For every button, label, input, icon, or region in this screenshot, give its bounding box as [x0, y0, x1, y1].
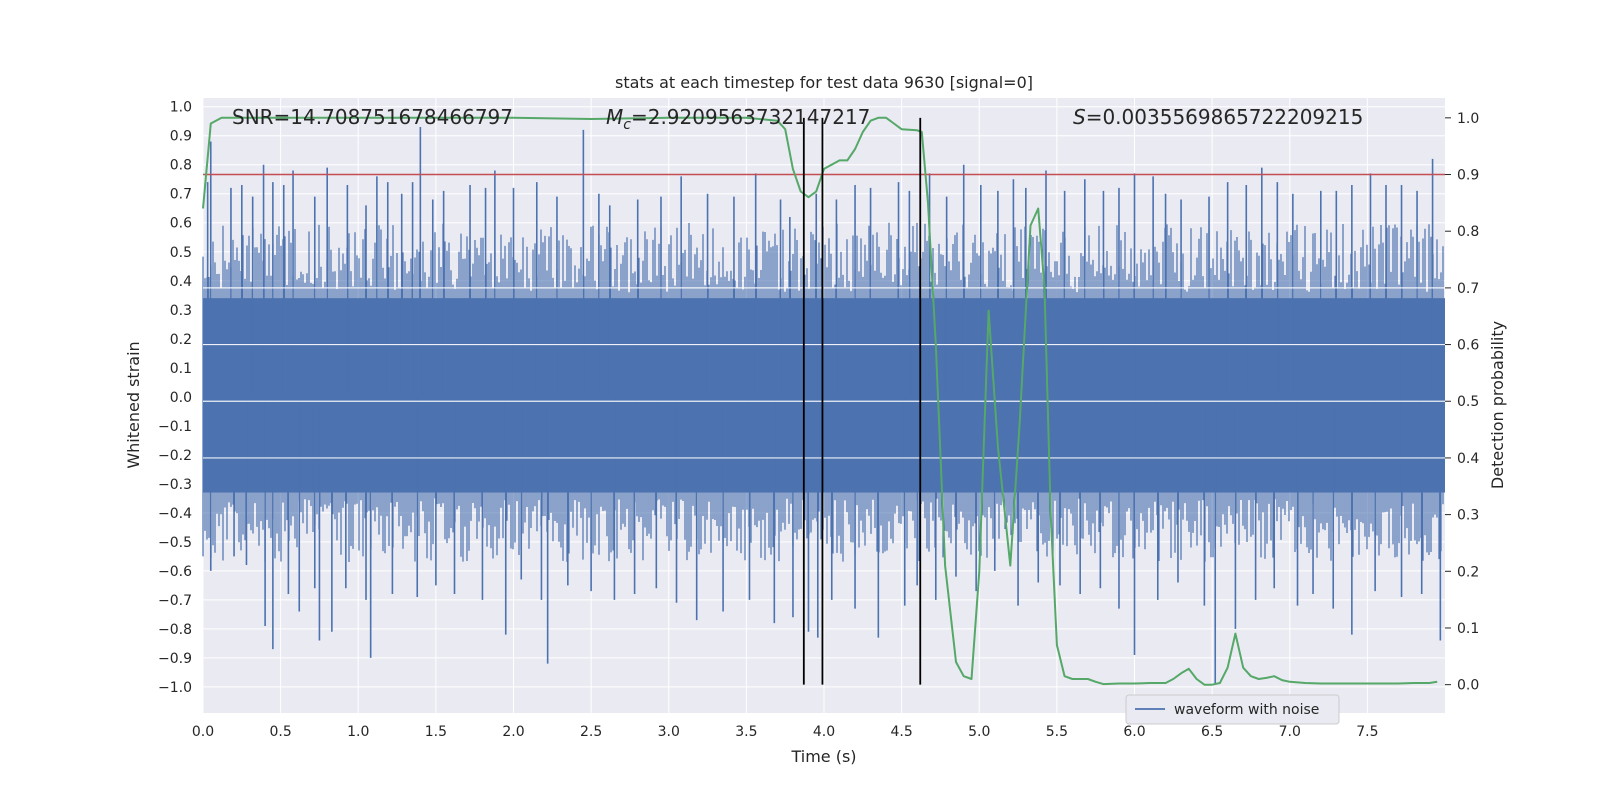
y-tick-label: −1.0 [158, 680, 192, 696]
y-tick-label: 0.7 [170, 187, 192, 203]
x-axis-ticks: 0.0 0.5 1.0 1.5 2.0 2.5 3.0 3.5 4.0 4.5 5.0 5.5 6.0 6… [192, 724, 1379, 740]
y-tick-label: 0.6 [170, 216, 192, 232]
y-axis-ticks: 1.0 0.9 0.8 0.7 0.6 0.5 0.4 0.3 0.2 0.1 0.0 −0.1 −0.… [158, 100, 192, 696]
y2-tick-label: 0.1 [1457, 621, 1479, 637]
x-tick-label: 0.5 [269, 724, 291, 740]
x-tick-label: 2.0 [502, 724, 524, 740]
x-tick-label: 0.0 [192, 724, 214, 740]
legend-box [1125, 694, 1340, 725]
x-tick-label: 1.5 [425, 724, 447, 740]
y-tick-label: −0.6 [158, 564, 192, 580]
y2-axis-label: Detection probability [1488, 321, 1507, 489]
legend: waveform with noise [1125, 694, 1340, 725]
y2-tick-label: 0.8 [1457, 224, 1479, 240]
x-tick-label: 3.0 [658, 724, 680, 740]
x-tick-label: 7.0 [1279, 724, 1301, 740]
event-markers [802, 117, 922, 685]
y-tick-label: −0.1 [158, 419, 192, 435]
y-tick-label: −0.3 [158, 477, 192, 493]
y-tick-label: 0.5 [170, 245, 192, 261]
y-tick-label: 0.2 [170, 332, 192, 348]
x-tick-label: 1.0 [347, 724, 369, 740]
y2-tick-label: 0.9 [1457, 168, 1479, 184]
chirp-mass-annotation: Mc=2.9209563732147217 [606, 105, 870, 133]
y2-tick-label: 1.0 [1457, 111, 1479, 127]
x-tick-label: 7.5 [1356, 724, 1378, 740]
y-axis-label: Whitened strain [124, 341, 143, 468]
y-tick-label: −0.9 [158, 651, 192, 667]
y-tick-label: 0.9 [170, 129, 192, 145]
y-tick-label: −0.4 [158, 506, 192, 522]
y-tick-label: 0.0 [170, 390, 192, 406]
detection-probability-line [202, 116, 1438, 686]
y2-tick-label: 0.3 [1457, 508, 1479, 524]
s-annotation: S=0.0035569865722209215 [1073, 105, 1363, 129]
x-tick-label: 3.5 [735, 724, 757, 740]
y-tick-label: 0.8 [170, 158, 192, 174]
y-tick-label: 1.0 [170, 100, 192, 116]
y2-axis-ticks: 0.0 0.1 0.2 0.3 0.4 0.5 0.6 0.7 0.8 0.9 1.0 [1445, 111, 1479, 694]
x-tick-label: 2.5 [580, 724, 602, 740]
y2-tick-label: 0.2 [1457, 564, 1479, 580]
y2-tick-label: 0.4 [1457, 451, 1479, 467]
y-tick-label: 0.4 [170, 274, 192, 290]
y-tick-label: −0.5 [158, 535, 192, 551]
y-tick-label: −0.7 [158, 593, 192, 609]
x-tick-label: 5.0 [968, 724, 990, 740]
legend-label: waveform with noise [1174, 702, 1319, 718]
x-axis-label: Time (s) [790, 747, 856, 766]
chart-title: stats at each timestep for test data 963… [615, 73, 1033, 92]
y-tick-label: −0.8 [158, 622, 192, 638]
y-tick-label: 0.3 [170, 303, 192, 319]
y-tick-label: −0.2 [158, 448, 192, 464]
y2-tick-label: 0.7 [1457, 281, 1479, 297]
waveform-with-noise-series [202, 127, 1445, 684]
x-tick-label: 6.5 [1201, 724, 1223, 740]
x-tick-label: 5.5 [1046, 724, 1068, 740]
y2-tick-label: 0.5 [1457, 394, 1479, 410]
y2-tick-label: 0.0 [1457, 678, 1479, 694]
noise-band [203, 298, 1445, 493]
y2-tick-label: 0.6 [1457, 338, 1479, 354]
x-tick-label: 4.5 [890, 724, 912, 740]
x-tick-label: 4.0 [813, 724, 835, 740]
snr-annotation: SNR=14.708751678466797 [232, 105, 513, 129]
x-tick-label: 6.0 [1123, 724, 1145, 740]
y-tick-label: 0.1 [170, 361, 192, 377]
